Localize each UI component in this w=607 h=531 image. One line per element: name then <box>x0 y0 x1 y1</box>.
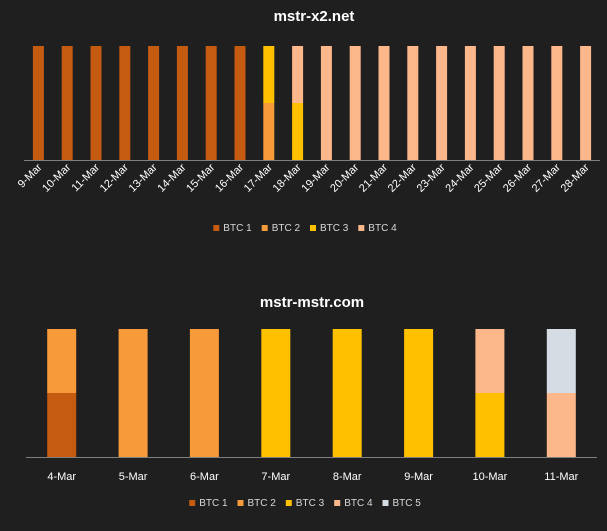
bar-segment <box>61 46 73 160</box>
legend-label: BTC 2 <box>272 223 301 234</box>
chart-mstr-mstr: mstr-mstr.com 4-Mar 5-Mar 6-Mar 7-Mar 8-Mar 9… <box>26 294 597 509</box>
bar-segment <box>332 329 362 457</box>
x-tick-label: 9-Mar <box>404 471 433 483</box>
legend-swatch <box>213 225 220 231</box>
legend-swatch <box>358 225 365 231</box>
bar-segment <box>580 46 592 160</box>
legend-swatch <box>261 225 268 231</box>
x-tick-label: 8-Mar <box>333 471 362 483</box>
legend-item: BTC 4 <box>358 223 397 234</box>
chart-title: mstr-mstr.com <box>260 294 364 311</box>
bar-segment <box>407 46 419 160</box>
chart-title: mstr-x2.net <box>274 8 355 25</box>
legend: BTC 1 BTC 2 BTC 3 BTC 4 <box>213 223 397 234</box>
legend-swatch <box>237 500 244 506</box>
x-tick-label: 5-Mar <box>119 471 148 483</box>
bar-segment <box>349 46 361 160</box>
bar-segment <box>292 46 304 103</box>
bar-segment <box>546 329 576 393</box>
bar-segment <box>148 46 160 160</box>
legend-label: BTC 1 <box>223 223 252 234</box>
bar-segment <box>464 46 476 160</box>
bar-segment <box>378 46 390 160</box>
legend-item: BTC 4 <box>334 498 373 509</box>
legend-swatch <box>285 500 292 506</box>
legend-label: BTC 5 <box>393 498 422 509</box>
legend-label: BTC 3 <box>296 498 325 509</box>
legend-swatch <box>334 500 341 506</box>
x-tick-label: 6-Mar <box>190 471 219 483</box>
bar-segment <box>263 103 275 160</box>
x-tick-label: 11-Mar <box>544 471 578 483</box>
legend-label: BTC 4 <box>368 223 397 234</box>
legend-item: BTC 5 <box>382 498 422 509</box>
bar-segment <box>546 393 576 457</box>
bar-segment <box>475 393 505 457</box>
bar-segment <box>522 46 534 160</box>
bar-segment <box>404 329 434 457</box>
legend-item: BTC 2 <box>261 223 301 234</box>
legend-label: BTC 3 <box>320 223 349 234</box>
bar-segment <box>320 46 332 160</box>
x-tick-label: 7-Mar <box>261 471 290 483</box>
x-tick-label: 4-Mar <box>47 471 76 483</box>
legend-item: BTC 2 <box>237 498 277 509</box>
bar-segment <box>90 46 102 160</box>
bar-segment <box>551 46 563 160</box>
bar-segment <box>189 329 219 457</box>
bar-segment <box>475 329 505 393</box>
bar-segment <box>263 46 275 103</box>
bar-segment <box>205 46 217 160</box>
bar-segment <box>176 46 188 160</box>
bar-segment <box>32 46 44 160</box>
bar-segment <box>234 46 246 160</box>
legend-item: BTC 3 <box>285 498 325 509</box>
legend-label: BTC 4 <box>344 498 373 509</box>
legend-item: BTC 1 <box>213 223 252 234</box>
bar-segment <box>47 393 77 457</box>
legend-swatch <box>189 500 196 506</box>
legend-swatch <box>382 500 389 506</box>
legend-item: BTC 3 <box>310 223 349 234</box>
bar-segment <box>436 46 448 160</box>
bar-segment <box>47 329 77 393</box>
legend-item: BTC 1 <box>189 498 228 509</box>
legend-label: BTC 1 <box>199 498 228 509</box>
bar-segment <box>118 329 148 457</box>
bar-segment <box>292 103 304 160</box>
legend-swatch <box>310 225 316 231</box>
legend: BTC 1 BTC 2 BTC 3 BTC 4 BTC 5 <box>189 498 421 509</box>
x-tick-label: 10-Mar <box>472 471 507 483</box>
bar-segment <box>261 329 291 457</box>
bar-segment <box>493 46 505 160</box>
legend-label: BTC 2 <box>248 498 277 509</box>
bar-segment <box>119 46 131 160</box>
